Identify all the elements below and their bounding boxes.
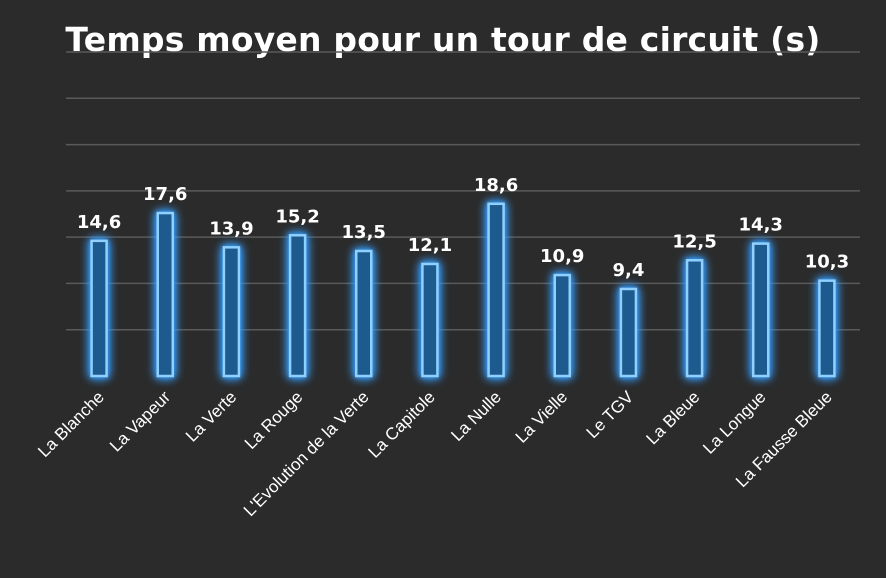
x-tick-label: La Nulle [447, 387, 505, 445]
x-tick-label: La Vielle [512, 387, 571, 446]
x-tick-label: L'Evolution de la Verte [240, 387, 373, 520]
x-tick-label: La Capitole [364, 387, 438, 461]
bar [90, 239, 108, 378]
data-label: 13,5 [342, 222, 386, 243]
data-label: 12,1 [408, 235, 452, 256]
x-tick-label: La Longue [699, 387, 769, 457]
bar [156, 211, 174, 378]
data-label: 9,4 [612, 260, 644, 281]
bar [222, 246, 241, 378]
data-label: 13,9 [209, 218, 253, 239]
bar [818, 279, 836, 378]
bar [421, 262, 439, 378]
data-label: 15,2 [275, 206, 319, 227]
x-tick-label: La Blanche [34, 387, 108, 461]
data-label: 18,6 [474, 175, 518, 196]
x-tick-label: La Rouge [241, 387, 307, 453]
x-tick-label: La Vapeur [106, 387, 174, 455]
bar [355, 249, 373, 378]
data-label: 14,3 [739, 215, 783, 236]
bar [619, 287, 638, 378]
data-label: 10,9 [540, 246, 584, 267]
data-label: 17,6 [143, 184, 187, 205]
bar [752, 242, 770, 378]
bar [553, 273, 571, 378]
bar [288, 234, 307, 378]
x-tick-label: La Verte [182, 387, 240, 445]
data-label: 12,5 [672, 231, 716, 252]
bar [487, 202, 505, 378]
bar [685, 259, 704, 378]
x-tick-label: Le TGV [583, 387, 638, 442]
x-tick-label: La Bleue [643, 387, 704, 448]
data-label: 10,3 [805, 252, 849, 273]
data-label: 14,6 [77, 212, 121, 233]
